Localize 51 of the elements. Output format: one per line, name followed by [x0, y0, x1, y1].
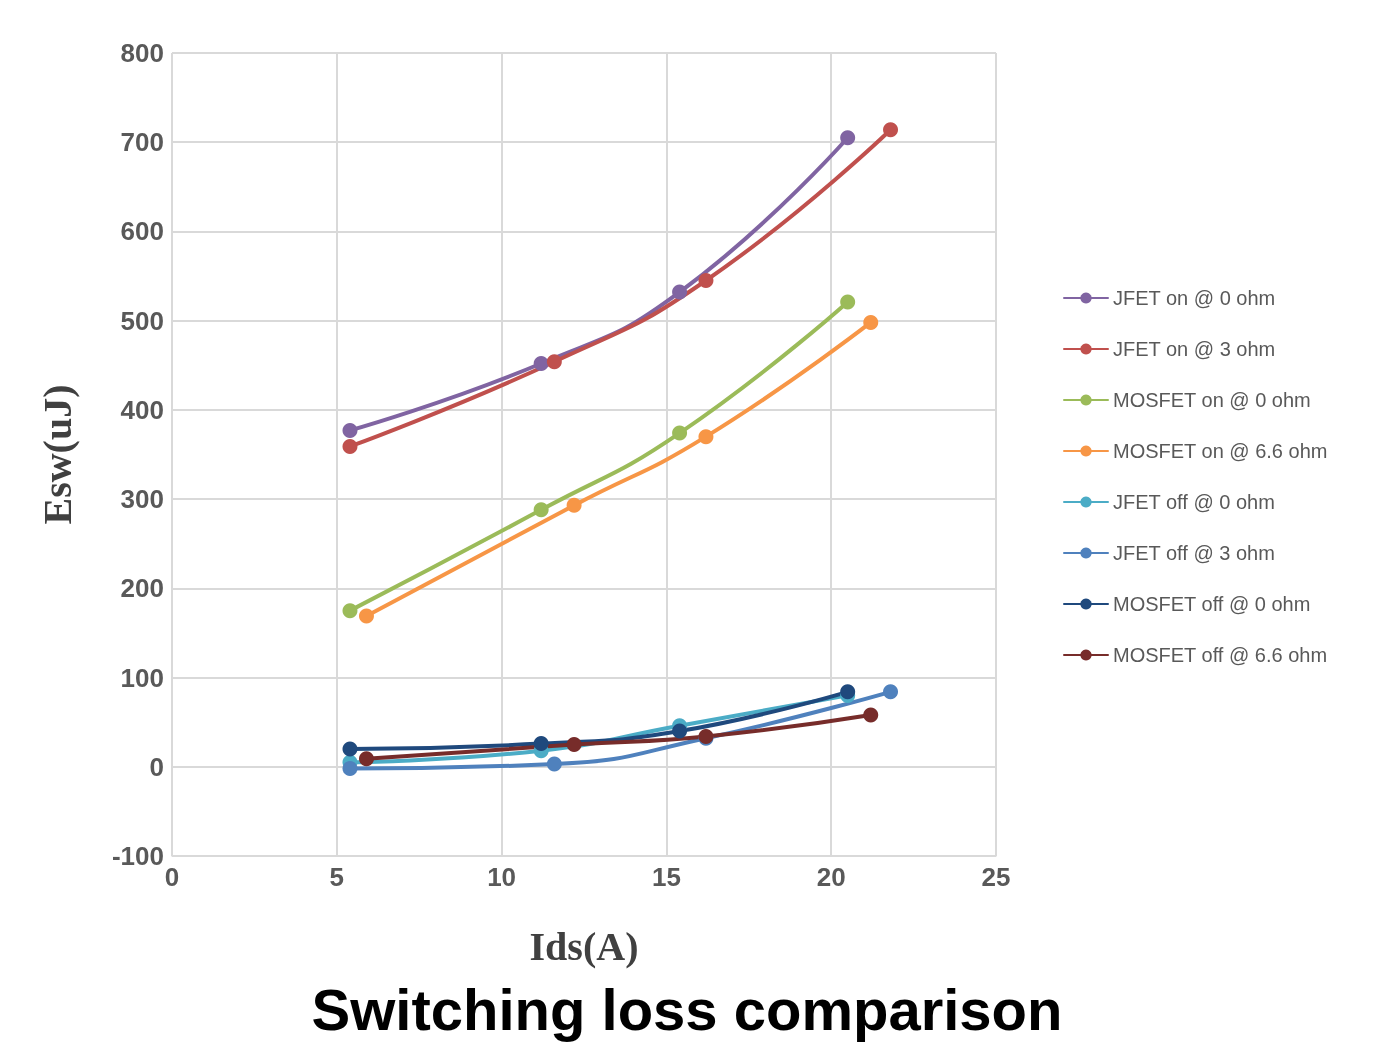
point: [342, 761, 358, 777]
x-tick-label: 15: [651, 862, 681, 892]
point: [698, 273, 714, 289]
legend-label: JFET on @ 0 ohm: [1113, 287, 1276, 309]
point: [533, 356, 549, 371]
point: [358, 608, 374, 624]
point: [883, 684, 899, 700]
point: [566, 497, 582, 513]
x-tick-label: 10: [487, 862, 517, 892]
point: [863, 314, 879, 330]
legend-label: MOSFET off @ 0 ohm: [1113, 593, 1311, 615]
point: [358, 751, 374, 767]
y-tick-label: 700: [120, 127, 164, 158]
x-tick-label: 25: [981, 862, 1011, 892]
point: [840, 130, 856, 146]
point: [672, 425, 688, 441]
y-tick-label: 0: [149, 751, 164, 782]
y-tick-label: -100: [111, 841, 164, 871]
legend-label: MOSFET off @ 6.6 ohm: [1113, 644, 1328, 666]
point: [840, 294, 856, 310]
x-axis-title: Ids(A): [529, 923, 639, 969]
point: [546, 756, 562, 772]
y-tick-label: 100: [120, 662, 164, 693]
point: [672, 284, 688, 300]
text: Switching loss comparison: [311, 976, 1063, 1042]
point: [863, 707, 879, 723]
y-tick-label: 600: [120, 216, 164, 247]
x-tick-label: 20: [816, 862, 846, 892]
legend-label: MOSFET on @ 6.6 ohm: [1113, 440, 1328, 462]
point: [342, 603, 358, 619]
y-tick-label: 200: [120, 573, 164, 604]
legend-label: JFET on @ 3 ohm: [1113, 338, 1276, 360]
point: [342, 438, 358, 454]
point: [566, 736, 582, 752]
point: [546, 354, 562, 370]
point: [698, 429, 714, 445]
point: [533, 502, 549, 518]
y-axis-title: Esw(uJ): [34, 384, 80, 525]
y-tick-label: 400: [120, 394, 164, 425]
y-tick-label: 800: [120, 38, 164, 68]
x-tick-label: 5: [329, 862, 345, 892]
y-tick-label: 300: [120, 484, 164, 515]
legend-label: JFET off @ 3 ohm: [1113, 542, 1275, 564]
point: [672, 723, 688, 739]
point: [342, 741, 358, 757]
point: [342, 422, 358, 438]
legend-label: MOSFET on @ 0 ohm: [1113, 389, 1311, 411]
y-tick-label: 500: [120, 305, 164, 336]
point: [883, 122, 899, 138]
legend-label: JFET off @ 0 ohm: [1113, 491, 1275, 513]
point: [533, 736, 549, 752]
